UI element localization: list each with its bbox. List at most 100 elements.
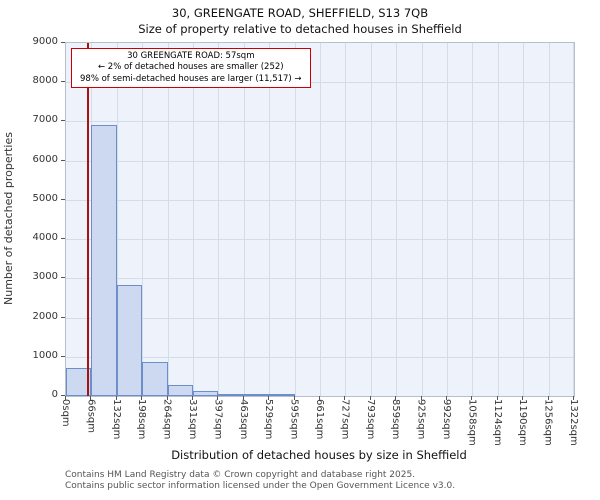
v-gridline: [345, 43, 347, 396]
x-tick-mark: [446, 396, 447, 400]
x-tick-mark: [369, 396, 371, 400]
x-tick-label: 925sqm: [415, 399, 427, 440]
chart-subtitle: Size of property relative to detached ho…: [138, 22, 462, 36]
v-gridline: [320, 43, 321, 396]
v-gridline: [497, 43, 499, 396]
x-tick-label: 463sqm: [237, 399, 249, 440]
histogram-bar: [142, 362, 168, 396]
y-tick-labels: 0 1000 2000 3000 4000 5000 6000 7000 8000 9000: [0, 0, 60, 500]
x-tick-label: 1322sqm: [568, 399, 579, 446]
x-tick-mark: [420, 396, 422, 400]
y-tick-mark: [61, 159, 65, 161]
v-gridline: [421, 43, 423, 396]
plot-area: 30 GREENGATE ROAD: 57sqm ← 2% of detache…: [65, 42, 575, 397]
y-tick-mark: [61, 395, 65, 396]
x-tick-labels: 0sqm 66sqm 132sqm 198sqm 264sqm 331sqm 397sqm 4…: [0, 397, 600, 449]
histogram-bar: [91, 124, 117, 396]
x-tick-mark: [395, 396, 397, 400]
x-tick-mark: [65, 396, 66, 400]
chart-title: 30, GREENGATE ROAD, SHEFFIELD, S13 7QB: [171, 6, 429, 20]
v-gridline: [218, 43, 220, 396]
x-tick-mark: [115, 396, 117, 400]
x-tick-mark: [268, 396, 270, 400]
x-tick-mark: [293, 396, 295, 400]
x-tick-label: 66sqm: [85, 399, 97, 434]
y-tick-mark: [61, 277, 65, 279]
footer-line-2: Contains public sector information licen…: [65, 481, 456, 492]
x-tick-mark: [141, 396, 143, 400]
y-tick-label: 4000: [32, 232, 58, 244]
histogram-bar: [193, 390, 219, 396]
y-tick-label: 6000: [32, 153, 58, 165]
histogram-bar: [218, 393, 244, 396]
v-gridline: [396, 43, 398, 396]
histogram-bar: [269, 394, 295, 396]
y-tick-mark: [61, 42, 65, 43]
x-tick-mark: [242, 396, 244, 400]
v-gridline: [142, 43, 144, 396]
x-tick-label: 331sqm: [187, 399, 198, 440]
x-tick-mark: [217, 396, 219, 400]
y-tick-label: 1000: [32, 349, 58, 361]
y-tick-label: 7000: [32, 114, 58, 126]
x-tick-label: 1190sqm: [517, 399, 529, 446]
v-gridline: [167, 43, 169, 396]
x-tick-label: 859sqm: [390, 399, 402, 440]
x-tick-mark: [90, 396, 92, 400]
y-tick-mark: [61, 238, 65, 240]
y-tick-mark: [61, 81, 65, 83]
x-tick-mark: [192, 396, 193, 400]
x-tick-mark: [522, 396, 524, 400]
x-tick-label: 132sqm: [110, 399, 122, 440]
v-gridline: [472, 43, 474, 396]
annotation-box: 30 GREENGATE ROAD: 57sqm ← 2% of detache…: [71, 48, 311, 89]
annotation-line-2: ← 2% of detached houses are smaller (252…: [97, 62, 284, 73]
v-gridline: [447, 43, 448, 396]
y-tick-label: 2000: [32, 310, 58, 322]
histogram-bar: [116, 284, 143, 396]
histogram-bar: [243, 394, 270, 396]
x-tick-label: 397sqm: [212, 399, 224, 440]
x-tick-label: 1058sqm: [466, 399, 478, 446]
x-tick-label: 595sqm: [288, 399, 300, 440]
x-tick-label: 529sqm: [263, 399, 275, 440]
x-tick-label: 1124sqm: [491, 399, 503, 446]
x-tick-label: 793sqm: [364, 399, 376, 440]
x-tick-mark: [344, 396, 346, 400]
annotation-line-3: 98% of semi-detached houses are larger (…: [80, 73, 302, 84]
y-tick-label: 5000: [32, 192, 58, 204]
x-tick-mark: [547, 396, 549, 400]
annotation-line-1: 30 GREENGATE ROAD: 57sqm: [127, 51, 255, 61]
x-tick-label: 198sqm: [136, 399, 148, 440]
y-tick-mark: [61, 355, 65, 357]
x-tick-mark: [166, 396, 168, 400]
y-tick-label: 8000: [32, 75, 58, 87]
y-tick-label: 3000: [32, 271, 58, 283]
x-tick-mark: [573, 396, 574, 400]
v-gridline: [294, 43, 296, 396]
x-tick-label: 0sqm: [60, 399, 71, 427]
x-tick-mark: [496, 396, 498, 400]
v-gridline: [573, 43, 574, 396]
v-gridline: [193, 43, 194, 396]
histogram-bar: [167, 384, 193, 396]
x-tick-mark: [471, 396, 473, 400]
x-tick-mark: [319, 396, 320, 400]
x-tick-label: 1256sqm: [542, 399, 554, 446]
x-tick-label: 661sqm: [314, 399, 325, 440]
x-axis-title: Distribution of detached houses by size …: [171, 448, 467, 462]
x-tick-label: 264sqm: [161, 399, 173, 440]
y-tick-mark: [61, 120, 65, 122]
attribution-footer: Contains HM Land Registry data © Crown c…: [65, 470, 455, 493]
v-gridline: [269, 43, 271, 396]
property-size-marker-line: [86, 43, 89, 396]
v-gridline: [243, 43, 245, 396]
x-tick-label: 992sqm: [441, 399, 452, 440]
footer-line-1: Contains HM Land Registry data © Crown c…: [65, 470, 416, 480]
x-tick-label: 727sqm: [339, 399, 351, 440]
y-tick-label: 9000: [32, 36, 58, 47]
y-tick-mark: [61, 198, 65, 200]
v-gridline: [116, 43, 118, 396]
v-gridline: [523, 43, 525, 396]
